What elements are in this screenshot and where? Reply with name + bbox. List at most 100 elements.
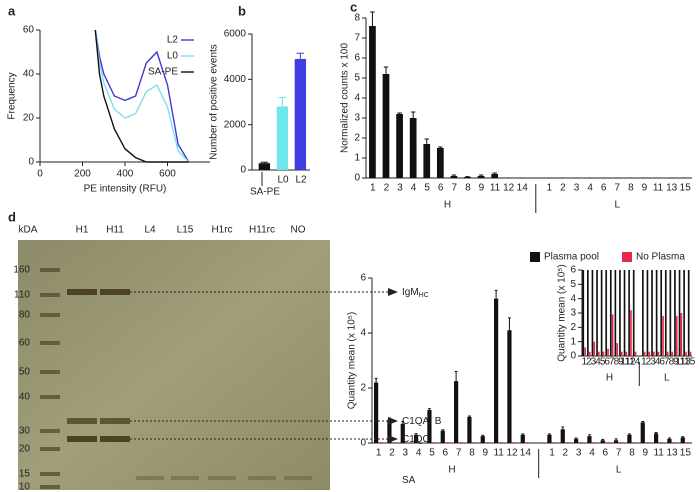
gel-band xyxy=(100,418,130,424)
x-tick-label: 1 xyxy=(641,357,647,368)
bar xyxy=(409,118,417,178)
y-tick-label: 4 xyxy=(570,293,576,304)
y-tick-label: 6 xyxy=(570,265,576,276)
error-bar xyxy=(468,415,471,417)
gel-panel: 160 110 80 60 50 40 30 20 15 10 xyxy=(13,240,330,492)
bar xyxy=(680,437,685,443)
error-bar xyxy=(601,438,605,441)
gel-image xyxy=(18,240,330,490)
lane-label: H11rc xyxy=(249,225,275,236)
x-tick-label: 2 xyxy=(586,357,592,368)
x-tick-label: 3 xyxy=(591,357,597,368)
gel-band xyxy=(67,436,97,442)
bar xyxy=(445,442,450,443)
x-tick-label: 7 xyxy=(609,357,615,368)
bar xyxy=(674,270,676,356)
error-bar xyxy=(401,421,405,424)
bar xyxy=(605,270,608,356)
bar xyxy=(678,270,681,356)
series-line xyxy=(94,29,189,163)
group-label: H xyxy=(606,373,613,384)
error-bar xyxy=(628,433,631,435)
y-tick-label: 0 xyxy=(354,173,360,184)
bar xyxy=(464,177,471,178)
bar xyxy=(369,26,376,178)
y-tick-label: 3 xyxy=(354,113,360,124)
bar xyxy=(685,351,687,356)
gel-band xyxy=(284,476,312,480)
bar xyxy=(634,351,637,356)
error-bar xyxy=(668,437,671,439)
x-tick-label: 11 xyxy=(653,183,664,194)
bar xyxy=(588,351,591,356)
x-tick-label: 4 xyxy=(416,448,422,459)
bar xyxy=(596,270,598,356)
bar xyxy=(485,442,490,443)
ladder-band xyxy=(40,370,60,374)
bar xyxy=(627,434,632,443)
bar xyxy=(491,174,499,178)
bar xyxy=(591,270,594,356)
bar xyxy=(654,433,659,443)
x-tick-label: 400 xyxy=(117,169,134,180)
bar xyxy=(689,351,692,356)
group-label: L xyxy=(616,465,622,476)
x-tick-label: L2 xyxy=(295,175,307,186)
bar xyxy=(512,442,517,443)
y-tick-label: 5 xyxy=(354,73,360,84)
x-tick-label: 12 xyxy=(625,357,637,368)
x-tick-label: 9 xyxy=(479,183,485,194)
error-bar xyxy=(383,66,389,74)
bar xyxy=(614,270,617,356)
x-tick-label: 15 xyxy=(684,357,696,368)
x-tick-label: 14 xyxy=(517,183,529,194)
y-axis-label: Frequency xyxy=(7,72,18,119)
x-tick-label: 6 xyxy=(601,183,607,194)
y-tick-label: 3 xyxy=(570,308,576,319)
bar xyxy=(427,410,432,443)
marker-label: 110 xyxy=(14,290,30,301)
x-tick-label: 4 xyxy=(589,448,595,459)
bar xyxy=(675,315,678,356)
bar xyxy=(620,351,623,356)
error-bar xyxy=(681,436,685,438)
x-tick-label: 8 xyxy=(469,448,475,459)
bar xyxy=(598,351,600,356)
bar xyxy=(547,434,552,443)
bar xyxy=(565,442,570,443)
bar xyxy=(294,58,307,170)
bar xyxy=(560,429,565,443)
gel-band xyxy=(67,289,97,295)
panel-label: c xyxy=(350,0,357,14)
x-tick-label: 11 xyxy=(493,448,504,459)
lane-label: L4 xyxy=(144,225,156,236)
bar xyxy=(477,176,485,178)
y-tick-label: 60 xyxy=(23,25,35,36)
arrow-head xyxy=(388,288,398,296)
bar xyxy=(472,442,477,443)
bar xyxy=(640,422,645,443)
error-bar xyxy=(428,408,431,410)
bar xyxy=(498,442,503,443)
bar xyxy=(611,314,614,356)
marker-label: 10 xyxy=(19,482,31,492)
bar xyxy=(584,347,586,356)
error-bar xyxy=(588,434,591,437)
bar xyxy=(578,442,583,443)
annotation: C1QA, B xyxy=(402,416,442,427)
lane-label: H1rc xyxy=(211,225,232,236)
bar xyxy=(494,298,499,443)
bar xyxy=(680,313,683,356)
error-bar xyxy=(438,146,443,148)
x-tick-label: 8 xyxy=(628,183,634,194)
legend-label: Plasma pool xyxy=(544,252,599,263)
x-tick-label: 8 xyxy=(465,183,471,194)
x-tick-label: 12 xyxy=(506,448,518,459)
legend-label: L2 xyxy=(167,35,179,46)
y-tick-label: 0 xyxy=(240,165,246,176)
y-tick-label: 6 xyxy=(360,273,366,284)
x-tick-label: 5 xyxy=(600,357,606,368)
x-tick-label: 3 xyxy=(574,183,580,194)
lane-label: H1 xyxy=(76,225,89,236)
